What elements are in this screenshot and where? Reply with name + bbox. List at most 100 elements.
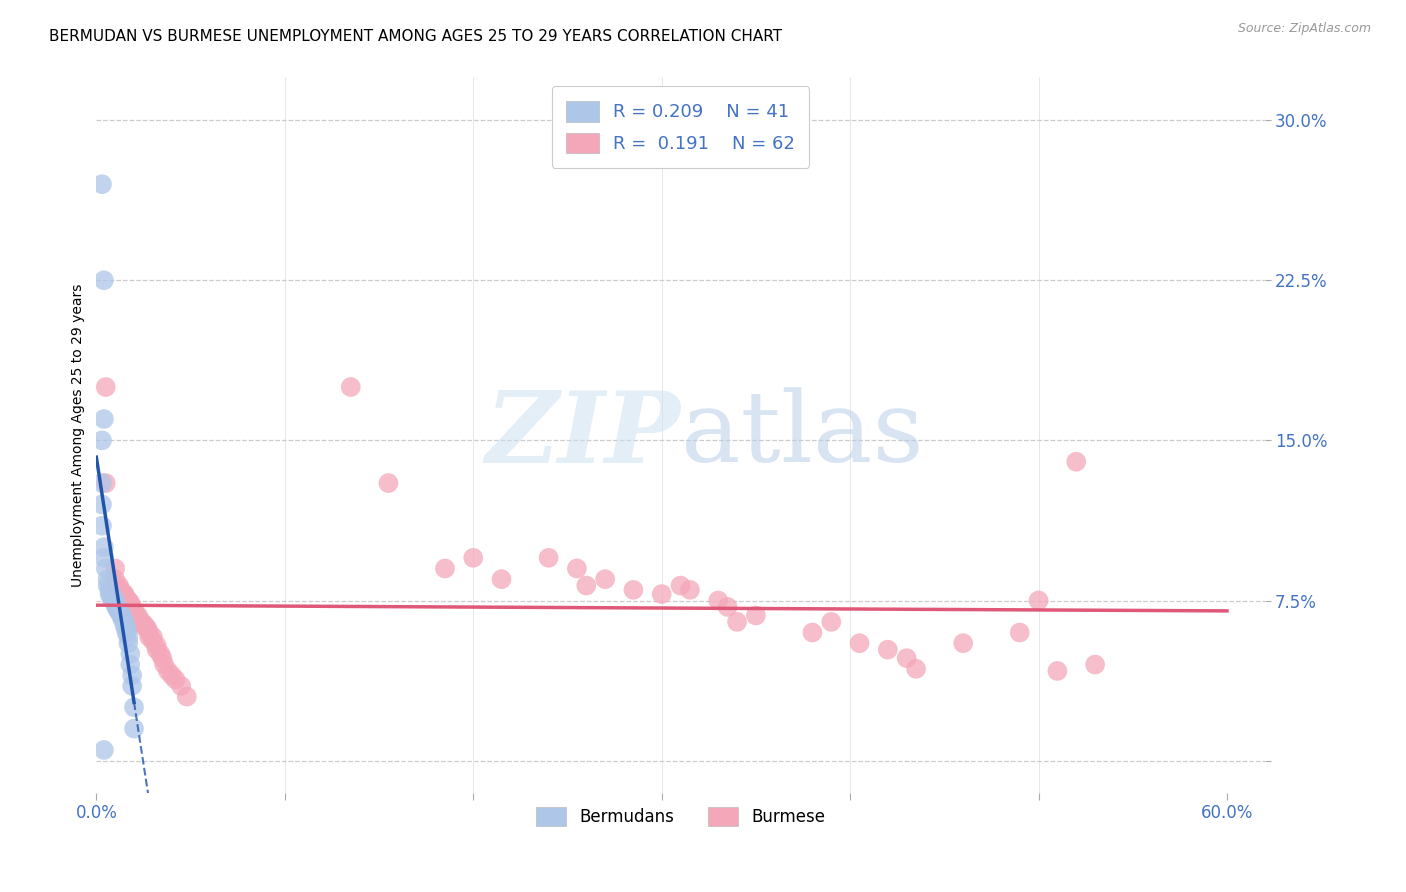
- Point: [651, 587, 673, 601]
- Point: [93, 743, 115, 757]
- Point: [103, 593, 125, 607]
- Point: [136, 621, 159, 635]
- Point: [91, 518, 114, 533]
- Text: BERMUDAN VS BURMESE UNEMPLOYMENT AMONG AGES 25 TO 29 YEARS CORRELATION CHART: BERMUDAN VS BURMESE UNEMPLOYMENT AMONG A…: [49, 29, 782, 44]
- Point: [104, 572, 127, 586]
- Point: [339, 380, 361, 394]
- Point: [100, 591, 122, 606]
- Point: [1028, 593, 1050, 607]
- Point: [115, 621, 138, 635]
- Point: [91, 498, 114, 512]
- Point: [134, 619, 156, 633]
- Point: [156, 664, 179, 678]
- Point: [110, 582, 132, 597]
- Point: [117, 636, 139, 650]
- Point: [115, 625, 138, 640]
- Point: [160, 668, 183, 682]
- Point: [94, 561, 117, 575]
- Point: [848, 636, 870, 650]
- Point: [707, 593, 730, 607]
- Point: [142, 634, 165, 648]
- Y-axis label: Unemployment Among Ages 25 to 29 years: Unemployment Among Ages 25 to 29 years: [72, 284, 86, 587]
- Text: ZIP: ZIP: [485, 387, 681, 483]
- Point: [575, 578, 598, 592]
- Point: [114, 619, 136, 633]
- Point: [905, 662, 928, 676]
- Point: [91, 476, 114, 491]
- Point: [125, 608, 148, 623]
- Point: [149, 647, 172, 661]
- Point: [115, 591, 138, 606]
- Point: [108, 604, 131, 618]
- Point: [593, 572, 616, 586]
- Point: [150, 651, 173, 665]
- Point: [94, 380, 117, 394]
- Point: [111, 613, 134, 627]
- Point: [100, 587, 122, 601]
- Point: [122, 722, 145, 736]
- Point: [127, 608, 149, 623]
- Point: [1084, 657, 1107, 672]
- Point: [115, 593, 138, 607]
- Point: [121, 599, 143, 614]
- Point: [801, 625, 824, 640]
- Point: [138, 630, 160, 644]
- Point: [132, 617, 155, 632]
- Point: [1046, 664, 1069, 678]
- Point: [952, 636, 974, 650]
- Point: [433, 561, 456, 575]
- Point: [105, 599, 128, 614]
- Point: [104, 598, 127, 612]
- Point: [114, 589, 136, 603]
- Point: [176, 690, 198, 704]
- Point: [97, 572, 120, 586]
- Point: [138, 625, 160, 640]
- Text: Source: ZipAtlas.com: Source: ZipAtlas.com: [1237, 22, 1371, 36]
- Point: [110, 607, 132, 621]
- Point: [565, 561, 588, 575]
- Point: [120, 598, 142, 612]
- Point: [104, 561, 127, 575]
- Point: [377, 476, 399, 491]
- Point: [98, 582, 121, 597]
- Point: [121, 679, 143, 693]
- Point: [820, 615, 842, 629]
- Point: [93, 550, 115, 565]
- Point: [132, 619, 155, 633]
- Point: [111, 610, 134, 624]
- Point: [142, 630, 165, 644]
- Point: [491, 572, 513, 586]
- Point: [94, 476, 117, 491]
- Point: [93, 273, 115, 287]
- Point: [127, 610, 149, 624]
- Point: [110, 608, 132, 623]
- Point: [117, 630, 139, 644]
- Point: [114, 587, 136, 601]
- Point: [91, 434, 114, 448]
- Point: [122, 700, 145, 714]
- Point: [93, 540, 115, 554]
- Point: [105, 602, 128, 616]
- Point: [122, 607, 145, 621]
- Point: [91, 177, 114, 191]
- Point: [128, 615, 150, 629]
- Point: [120, 596, 142, 610]
- Point: [896, 651, 918, 665]
- Point: [131, 615, 153, 629]
- Point: [745, 608, 768, 623]
- Point: [1064, 455, 1087, 469]
- Legend: Bermudans, Burmese: Bermudans, Burmese: [527, 798, 834, 834]
- Point: [153, 657, 176, 672]
- Point: [876, 642, 898, 657]
- Point: [463, 550, 485, 565]
- Point: [114, 615, 136, 629]
- Point: [669, 578, 692, 592]
- Point: [623, 582, 645, 597]
- Point: [121, 602, 143, 616]
- Text: atlas: atlas: [681, 387, 924, 483]
- Point: [120, 647, 142, 661]
- Point: [120, 657, 142, 672]
- Point: [108, 604, 131, 618]
- Point: [679, 582, 702, 597]
- Point: [108, 582, 131, 597]
